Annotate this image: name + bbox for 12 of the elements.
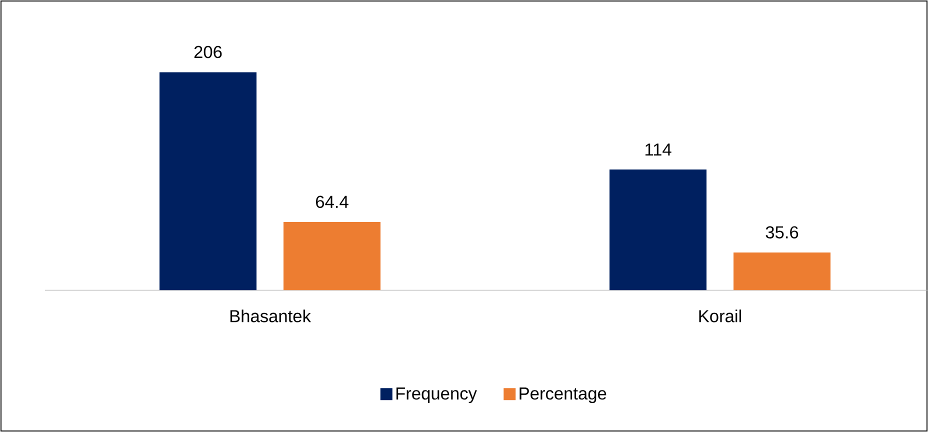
legend-label: Percentage [520, 388, 606, 404]
bar [734, 252, 831, 290]
bar [610, 170, 707, 290]
data-label: 206 [194, 46, 222, 58]
data-label: 114 [646, 144, 672, 156]
data-label: 64.4 [316, 196, 348, 208]
legend-label: Frequency [396, 388, 477, 404]
bar [284, 222, 381, 290]
x-tick-label: Bhasantek [230, 310, 311, 322]
bar [160, 72, 257, 290]
x-tick-label: Korail [699, 310, 742, 322]
data-label: 35.6 [766, 226, 798, 238]
